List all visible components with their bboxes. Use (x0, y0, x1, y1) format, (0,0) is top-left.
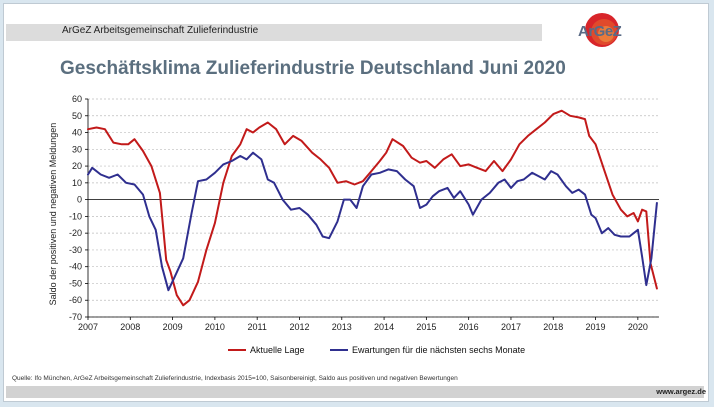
y-tick-label: 30 (72, 144, 82, 154)
x-tick-label: 2008 (120, 322, 140, 332)
y-tick-label: 0 (77, 195, 82, 205)
legend-item-erwartungen: Ewartungen für die nächsten sechs Monate (330, 345, 525, 355)
slide-frame (3, 3, 709, 402)
y-tick-label: -30 (69, 245, 82, 255)
header-org-name: ArGeZ Arbeitsgemeinschaft Zulieferindust… (62, 25, 259, 36)
x-tick-label: 2007 (78, 322, 98, 332)
x-tick-label: 2013 (332, 322, 352, 332)
legend-label-aktuelle-lage: Aktuelle Lage (250, 345, 305, 355)
x-tick-label: 2018 (543, 322, 563, 332)
y-tick-label: -50 (69, 278, 82, 288)
legend-swatch-aktuelle-lage (228, 349, 246, 351)
series-lines (87, 109, 658, 307)
argez-logo: ArGeZ (566, 10, 630, 50)
y-tick-label: -60 (69, 295, 82, 305)
x-tick-label: 2009 (163, 322, 183, 332)
x-tick-label: 2012 (289, 322, 309, 332)
y-tick-label: 10 (72, 178, 82, 188)
header-band (6, 24, 542, 41)
footer-url: www.argez.de (656, 387, 706, 396)
x-tick-label: 2011 (248, 322, 267, 332)
footer-band (6, 386, 704, 398)
y-tick-label: 20 (72, 161, 82, 171)
x-tick-label: 2016 (459, 322, 479, 332)
y-tick-label: -20 (69, 228, 82, 238)
argez-logo-icon (585, 13, 619, 47)
logo-text: ArGeZ (578, 23, 622, 40)
y-tick-label: -40 (69, 262, 82, 272)
y-tick-label: 50 (72, 111, 82, 121)
x-tick-label: 2020 (628, 322, 648, 332)
legend-item-aktuelle-lage: Aktuelle Lage (228, 345, 305, 355)
source-note: Quelle: Ifo München, ArGeZ Arbeitsgemein… (12, 375, 458, 382)
legend-swatch-erwartungen (330, 349, 348, 351)
y-tick-label: -70 (69, 312, 82, 322)
x-tick-label: 2014 (374, 322, 394, 332)
chart-title: Geschäftsklima Zulieferindustrie Deutsch… (60, 58, 566, 79)
x-tick-label: 2019 (586, 322, 606, 332)
x-tick-labels: 2007 2008 2009 2010 2011 2012 2013 2014 2015 2016… (78, 322, 648, 332)
axes (85, 98, 659, 320)
x-tick-label: 2010 (205, 322, 225, 332)
y-tick-label: 60 (72, 94, 82, 104)
x-tick-label: 2015 (416, 322, 436, 332)
y-tick-label: 40 (72, 128, 82, 138)
legend-label-erwartungen: Ewartungen für die nächsten sechs Monate (352, 345, 526, 355)
y-tick-label: -10 (69, 211, 82, 221)
x-tick-label: 2017 (501, 322, 521, 332)
series-line-erwartungen (87, 151, 658, 292)
y-tick-labels: 60 50 40 30 20 10 0 -10 -20 -30 -40 -50 -60 -70 (69, 94, 82, 322)
series-line-aktuelle-lage (87, 109, 658, 307)
